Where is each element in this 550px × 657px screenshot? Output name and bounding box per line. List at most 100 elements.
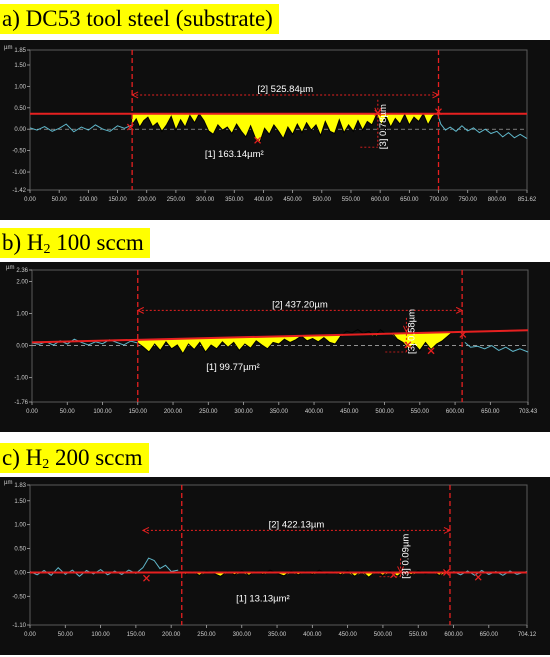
width-measure-label: [2] 525.84µm: [257, 84, 313, 95]
x-tick-label: 450.00: [283, 197, 302, 203]
surface-profile-line-worn: [137, 328, 460, 355]
surface-profile-line-right: [436, 112, 528, 140]
y-tick-label: 1.00: [14, 523, 26, 529]
cross-marker: [404, 341, 412, 349]
y-tick-label: 2.00: [16, 280, 28, 286]
cross-marker: [390, 571, 397, 579]
y-tick-label: -1.76: [14, 400, 28, 406]
area-measure-label: [1] 13.13µm²: [236, 594, 290, 605]
x-tick-label: 550.00: [342, 197, 361, 203]
x-tick-label: 703.43: [519, 409, 538, 415]
profile-chart-c: µm 1.83 1.50 1.00 0.50 0.00 -0.50 -1.10 0.00 50.0…: [0, 477, 550, 655]
plot-frame: [29, 484, 528, 626]
cross-marker: [435, 108, 442, 116]
y-tick-label: 0.00: [16, 344, 28, 350]
x-tick-label: 300.00: [196, 197, 215, 203]
x-tick-label: 0.00: [24, 197, 36, 203]
x-tick-label: 150.00: [127, 632, 146, 638]
x-tick-label: 500.00: [313, 197, 332, 203]
x-tick-label: 550.00: [411, 409, 430, 415]
x-tick-label: 704.12: [518, 632, 537, 638]
cross-marker: [143, 574, 150, 582]
profile-chart-a: µm 1.85 1.50 1.00 0.50 0.00 -0.50 -1.00 -1.42 0.0…: [0, 40, 550, 220]
x-tick-label: 550.00: [409, 632, 428, 638]
x-tick-label: 650.00: [400, 197, 419, 203]
cross-marker: [459, 330, 467, 338]
x-tick-label: 200.00: [164, 409, 183, 415]
x-tick-label: 750.00: [459, 197, 478, 203]
x-tick-label: 600.00: [444, 632, 463, 638]
width-measure-label: [2] 437.20µm: [272, 299, 328, 310]
x-tick-label: 100.00: [79, 197, 98, 203]
y-tick-label: -1.00: [14, 376, 28, 382]
panel-a-title: a) DC53 tool steel (substrate): [0, 4, 279, 34]
x-tick-label: 250.00: [197, 632, 216, 638]
surface-profile-line-left: [29, 123, 133, 133]
surface-profile-line-left: [29, 557, 179, 577]
x-tick-label: 150.00: [108, 197, 127, 203]
y-tick-label: 0.00: [14, 570, 26, 576]
x-tick-label: 50.00: [58, 632, 74, 638]
x-tick-label: 700.00: [429, 197, 448, 203]
x-tick-label: 500.00: [374, 632, 393, 638]
cross-marker: [374, 109, 382, 117]
height-arrow: [402, 325, 410, 333]
cross-marker: [427, 347, 435, 355]
x-tick-label: 200.00: [138, 197, 157, 203]
y-tick-label: 0.50: [14, 547, 26, 553]
y-tick-label: 1.00: [16, 312, 28, 318]
x-tick-label: 250.00: [167, 197, 186, 203]
y-unit-label: µm: [6, 265, 14, 271]
panel-b-title: b) H2 100 sccm: [0, 228, 150, 258]
x-tick-label: 450.00: [338, 632, 357, 638]
height-measure-label: [3] 0.58µm: [406, 309, 417, 354]
x-tick-label: 50.00: [60, 409, 76, 415]
width-arrow-right: [432, 91, 440, 99]
x-tick-label: 350.00: [268, 632, 287, 638]
y-tick-label: -1.00: [12, 170, 26, 176]
x-tick-label: 600.00: [371, 197, 390, 203]
y-tick-label: 0.00: [14, 127, 26, 133]
worn-area-fill: [132, 113, 439, 143]
x-tick-label: 851.62: [518, 197, 537, 203]
cross-marker: [474, 573, 482, 581]
width-arrow-left: [136, 306, 144, 314]
x-tick-label: 600.00: [446, 409, 465, 415]
x-tick-label: 400.00: [305, 409, 324, 415]
x-tick-label: 400.00: [303, 632, 322, 638]
reference-line: [31, 329, 529, 344]
x-tick-label: 100.00: [91, 632, 110, 638]
width-arrow-right: [455, 306, 464, 314]
x-tick-label: 300.00: [233, 632, 252, 638]
y-unit-label: µm: [4, 480, 12, 486]
cross-marker: [254, 136, 262, 144]
width-arrow-left: [141, 526, 150, 534]
surface-profile-line-left: [31, 338, 138, 346]
width-measure-label: [2] 422.13µm: [269, 519, 325, 530]
x-tick-label: 150.00: [129, 409, 148, 415]
profile-chart-b: µm 2.36 2.00 1.00 0.00 -1.00 -1.76 0.00 50.00 100…: [0, 262, 550, 432]
x-tick-label: 50.00: [52, 197, 68, 203]
worn-area-fill: [181, 572, 450, 578]
width-arrow-left: [131, 91, 139, 99]
x-tick-label: 500.00: [375, 409, 394, 415]
y-tick-label: 1.83: [14, 483, 26, 489]
height-arrow: [397, 566, 405, 574]
x-tick-label: 400.00: [254, 197, 273, 203]
width-arrow-right: [443, 526, 452, 534]
x-tick-label: 650.00: [481, 409, 500, 415]
y-tick-label: -1.10: [12, 623, 26, 629]
y-tick-label: 1.50: [14, 499, 26, 505]
y-tick-label: 2.36: [16, 268, 28, 274]
cross-marker: [126, 123, 134, 131]
surface-profile-line-worn: [131, 112, 438, 143]
y-tick-label: 1.50: [14, 63, 26, 69]
cross-marker: [442, 568, 450, 576]
panel-c-title: c) H2 200 sccm: [0, 443, 149, 473]
x-tick-label: 100.00: [93, 409, 112, 415]
height-measure-label: [3] 0.09µm: [401, 534, 412, 579]
x-tick-label: 350.00: [225, 197, 244, 203]
x-tick-label: 0.00: [26, 409, 38, 415]
x-tick-label: 650.00: [480, 632, 499, 638]
x-tick-label: 0.00: [24, 632, 36, 638]
